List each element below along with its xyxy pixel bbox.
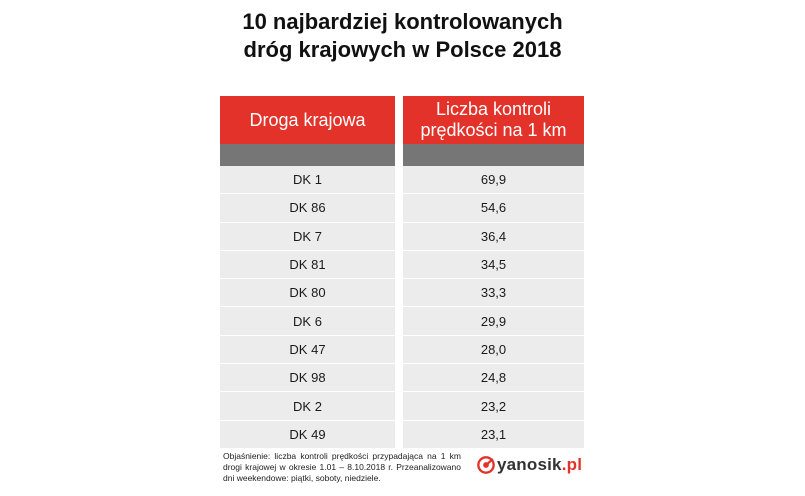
table-header: Droga krajowa Liczba kontroli prędkości … — [220, 96, 584, 144]
road-cell: DK 2 — [220, 392, 395, 421]
road-cell: DK 98 — [220, 364, 395, 393]
value-cell: 23,1 — [403, 420, 584, 449]
yanosik-logo-suffix: .pl — [561, 455, 583, 474]
road-cell: DK 86 — [220, 194, 395, 223]
footnote: Objaśnienie: liczba kontroli prędkości p… — [223, 451, 461, 483]
table-row: DK 49 23,1 — [220, 420, 584, 449]
header-band — [220, 144, 584, 166]
table-row: DK 86 54,6 — [220, 194, 584, 223]
ranking-table: Droga krajowa Liczba kontroli prędkości … — [220, 96, 584, 449]
header-band-right — [403, 144, 584, 166]
road-cell: DK 1 — [220, 166, 395, 195]
value-cell: 29,9 — [403, 307, 584, 336]
yanosik-logo-icon — [477, 456, 495, 474]
table-row: DK 6 29,9 — [220, 307, 584, 336]
road-cell: DK 81 — [220, 250, 395, 280]
table-row: DK 2 23,2 — [220, 392, 584, 421]
road-cell: DK 7 — [220, 222, 395, 251]
column-header-checks-line-2: prędkości na 1 km — [420, 120, 567, 140]
value-cell: 54,6 — [403, 194, 584, 223]
title-line-1: 10 najbardziej kontrolowanych — [242, 9, 563, 34]
yanosik-logo-name: yanosik — [497, 455, 562, 474]
value-cell: 69,9 — [403, 166, 584, 195]
table-row: DK 7 36,4 — [220, 222, 584, 251]
table-row: DK 81 34,5 — [220, 250, 584, 280]
yanosik-logo-text: yanosik.pl — [497, 455, 582, 475]
value-cell: 24,8 — [403, 364, 584, 393]
value-cell: 36,4 — [403, 222, 584, 251]
page-title: 10 najbardziej kontrolowanych dróg krajo… — [0, 8, 805, 64]
table-body: DK 1 69,9 DK 86 54,6 DK 7 36,4 DK 81 34,… — [220, 166, 584, 449]
value-cell: 33,3 — [403, 279, 584, 308]
value-cell: 34,5 — [403, 250, 584, 280]
value-cell: 23,2 — [403, 392, 584, 421]
table-row: DK 98 24,8 — [220, 364, 584, 393]
title-line-2: dróg krajowych w Polsce 2018 — [243, 37, 562, 62]
header-band-left — [220, 144, 395, 166]
road-cell: DK 80 — [220, 279, 395, 308]
table-row: DK 47 28,0 — [220, 335, 584, 365]
road-cell: DK 47 — [220, 335, 395, 365]
value-cell: 28,0 — [403, 335, 584, 365]
table-row: DK 1 69,9 — [220, 166, 584, 195]
column-header-checks-line-1: Liczba kontroli — [435, 99, 552, 119]
yanosik-logo: yanosik.pl — [477, 454, 582, 476]
column-header-road: Droga krajowa — [220, 96, 395, 144]
column-header-checks: Liczba kontroli prędkości na 1 km — [403, 96, 584, 144]
road-cell: DK 49 — [220, 420, 395, 449]
road-cell: DK 6 — [220, 307, 395, 336]
table-row: DK 80 33,3 — [220, 279, 584, 308]
